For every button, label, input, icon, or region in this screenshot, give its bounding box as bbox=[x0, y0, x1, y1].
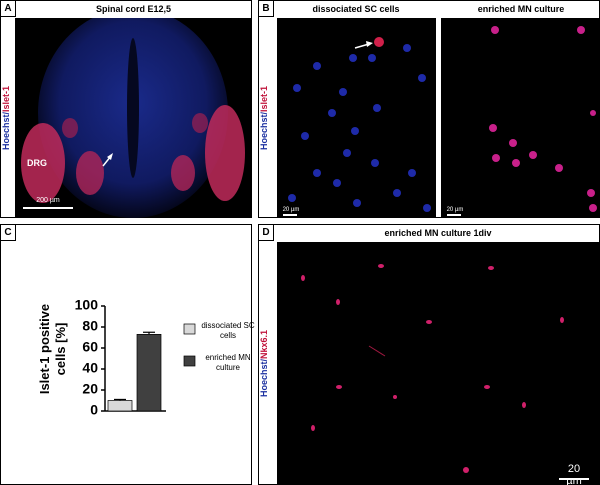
annotation: DRG bbox=[27, 158, 47, 168]
scale-bar: 20 µm bbox=[559, 463, 589, 485]
panel-title: dissociated SC cells bbox=[312, 4, 400, 14]
channel-label: Hoechst/Islet-1 bbox=[259, 18, 276, 218]
panel-a: A Spinal cord E12,5 Hoechst/Islet-1 DRG … bbox=[0, 0, 252, 218]
scale-bar: 200 µm bbox=[23, 197, 73, 209]
scale-label: 20 µm bbox=[282, 207, 300, 213]
y-tick-label: 60 bbox=[82, 339, 98, 355]
micrograph-art bbox=[489, 26, 597, 212]
panel-letter: B bbox=[259, 1, 274, 17]
panel-c: C Islet-1 positive cells [%] 0 20 40 60 80 10… bbox=[0, 224, 255, 485]
stain: Islet-1 bbox=[259, 85, 269, 112]
scale-bar: 20 µm bbox=[447, 207, 463, 216]
micrograph: 20 µm bbox=[441, 18, 600, 218]
panel-title: enriched MN culture bbox=[477, 4, 565, 14]
y-tick-label: 100 bbox=[75, 297, 99, 313]
scale-label: 20 µm bbox=[566, 463, 582, 485]
micrograph: DRG 200 µm bbox=[15, 18, 252, 218]
legend-swatch bbox=[183, 355, 196, 367]
channel-label: Hoechst/Nkx6.1 bbox=[259, 242, 276, 485]
stain: Islet-1 bbox=[1, 85, 11, 112]
micrograph: 20 µm bbox=[277, 18, 436, 218]
y-tick-label: 20 bbox=[82, 381, 98, 397]
panel-b: B dissociated SC cells enriched MN cultu… bbox=[258, 0, 600, 218]
scale-label: 200 µm bbox=[36, 197, 60, 204]
scale-label: 20 µm bbox=[446, 207, 464, 213]
channel-label: Hoechst/Islet-1 bbox=[1, 18, 15, 218]
chart: 0 20 40 60 80 100 bbox=[75, 297, 196, 418]
panel-letter: A bbox=[1, 1, 16, 17]
panel-title: enriched MN culture 1div bbox=[384, 228, 492, 238]
y-tick-label: 40 bbox=[82, 360, 98, 376]
legend-label: enriched MN culture bbox=[205, 353, 251, 372]
stain: Hoechst/ bbox=[259, 112, 269, 151]
micrograph-art bbox=[301, 264, 564, 473]
stain: Nkx6.1 bbox=[259, 329, 269, 360]
panel-d: D enriched MN culture 1div Hoechst/Nkx6.… bbox=[258, 224, 600, 485]
panel-letter: D bbox=[259, 225, 274, 241]
bar bbox=[136, 333, 162, 412]
y-tick-label: 0 bbox=[90, 402, 98, 418]
micrograph-art bbox=[21, 18, 245, 218]
y-tick-label: 80 bbox=[82, 318, 98, 334]
scale-bar: 20 µm bbox=[283, 207, 299, 216]
panel-title: Spinal cord E12,5 bbox=[95, 4, 172, 14]
micrograph: 20 µm bbox=[277, 242, 600, 485]
stain: Hoechst/ bbox=[259, 359, 269, 398]
bar bbox=[107, 400, 133, 412]
stain: Hoechst/ bbox=[1, 112, 11, 151]
micrograph-art bbox=[288, 37, 431, 212]
panel-letter: C bbox=[1, 225, 16, 241]
legend-swatch bbox=[183, 323, 196, 335]
legend-label: dissociated SC cells bbox=[201, 321, 255, 340]
